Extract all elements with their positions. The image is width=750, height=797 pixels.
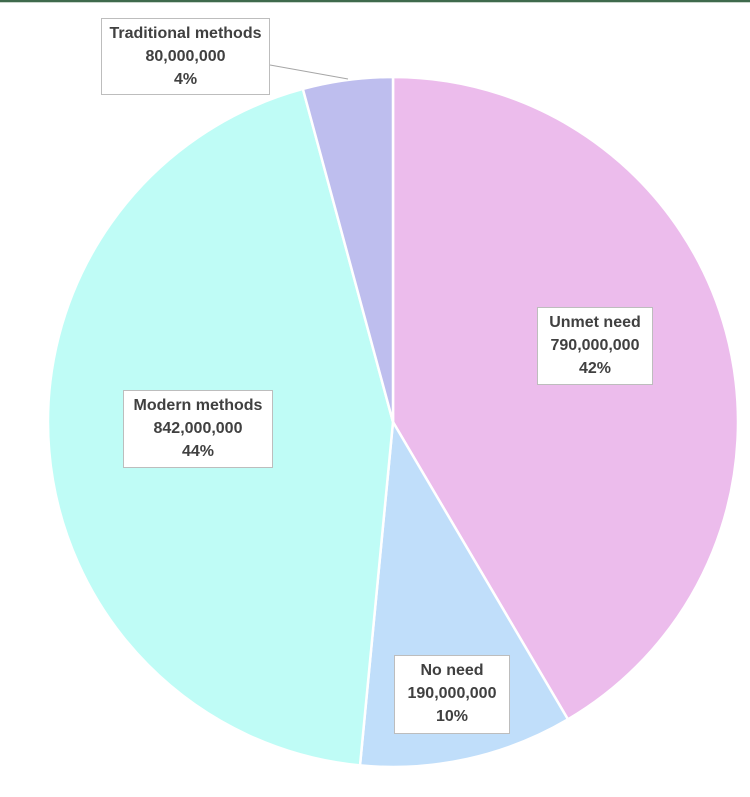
label-percent: 44% <box>181 443 215 460</box>
label-percent: 10% <box>435 708 469 725</box>
label-traditional-methods: Traditional methods 80,000,000 4% <box>101 18 270 95</box>
label-value: 80,000,000 <box>145 48 226 65</box>
label-unmet-need: Unmet need 790,000,000 42% <box>537 307 653 385</box>
top-border <box>0 0 750 2</box>
top-border-shadow <box>0 2 750 3</box>
label-percent: 42% <box>578 360 612 377</box>
label-value: 790,000,000 <box>550 337 640 354</box>
label-name: Unmet need <box>549 314 641 331</box>
label-name: No need <box>420 662 484 679</box>
label-name: Modern methods <box>133 397 263 414</box>
label-percent: 4% <box>173 71 198 88</box>
slice-traditional-methods <box>301 75 395 424</box>
slice-unmet-need <box>391 75 740 721</box>
label-no-need: No need 190,000,000 10% <box>394 655 510 734</box>
label-modern-methods: Modern methods 842,000,000 44% <box>123 390 273 468</box>
label-value: 190,000,000 <box>407 685 497 702</box>
traditional-leader-line <box>269 64 349 80</box>
label-value: 842,000,000 <box>153 420 243 437</box>
label-name: Traditional methods <box>109 25 262 42</box>
